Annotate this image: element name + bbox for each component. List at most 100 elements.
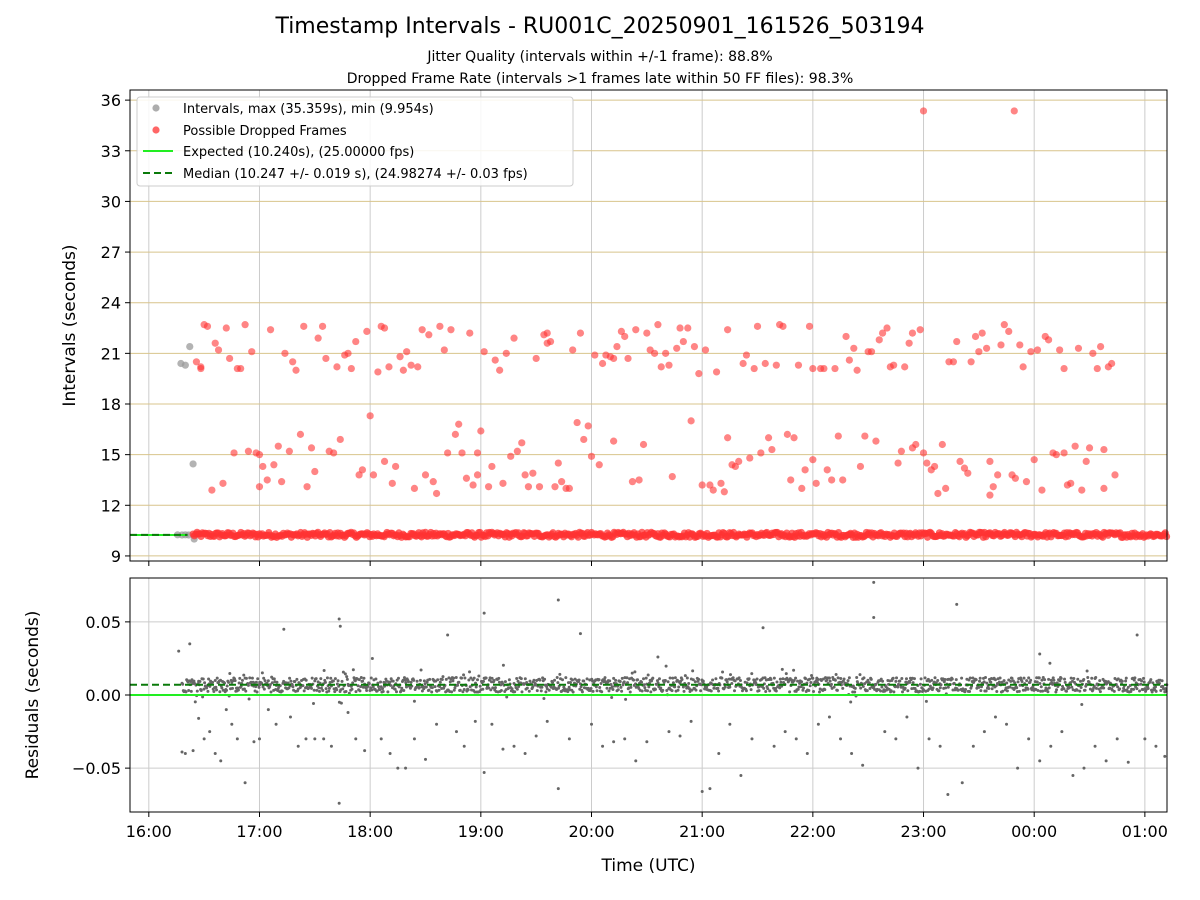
residual-point bbox=[671, 681, 675, 685]
dropped-frame-point bbox=[1019, 363, 1027, 371]
residual-point bbox=[519, 677, 523, 681]
dropped-frame-point bbox=[296, 430, 305, 438]
dropped-frame-point bbox=[894, 459, 902, 467]
residual-point bbox=[1102, 686, 1106, 690]
dropped-frame-point bbox=[761, 359, 769, 368]
residual-point bbox=[1047, 677, 1051, 681]
jitter-subtitle: Jitter Quality (intervals within +/-1 fr… bbox=[427, 49, 773, 65]
residual-point bbox=[1154, 744, 1158, 748]
dropped-frame-point bbox=[878, 329, 887, 337]
residual-point bbox=[571, 690, 575, 694]
residual-point bbox=[1051, 676, 1055, 680]
residual-point bbox=[437, 688, 441, 692]
residual-point bbox=[333, 690, 337, 694]
residual-point bbox=[268, 683, 272, 687]
residual-point bbox=[203, 681, 207, 685]
max-interval-point bbox=[1010, 107, 1018, 115]
dropped-frame-point bbox=[311, 467, 319, 476]
residual-point bbox=[412, 699, 416, 703]
dropped-frame-point bbox=[473, 471, 482, 479]
dropped-frame-point bbox=[281, 349, 289, 357]
dropped-frame-point bbox=[662, 349, 670, 357]
residual-point bbox=[579, 685, 583, 689]
residual-point bbox=[612, 676, 616, 680]
residual-point bbox=[501, 663, 505, 667]
residual-point bbox=[346, 711, 350, 715]
dropped-frame-point bbox=[746, 454, 754, 462]
dropped-frame-point bbox=[739, 359, 747, 368]
residual-point bbox=[1086, 676, 1090, 680]
residual-point bbox=[1067, 686, 1071, 690]
residual-point bbox=[653, 687, 657, 691]
residual-point bbox=[1129, 690, 1133, 694]
residual-point bbox=[391, 679, 395, 683]
dropped-frame-point bbox=[989, 483, 997, 491]
residual-point bbox=[248, 676, 252, 680]
residual-point bbox=[850, 752, 854, 755]
residual-point bbox=[896, 685, 900, 689]
residual-point bbox=[836, 676, 840, 680]
dropped-frame-point bbox=[524, 483, 533, 491]
residual-point bbox=[796, 679, 800, 683]
residual-point bbox=[916, 766, 920, 770]
legend: Intervals, max (35.359s), min (9.954s) Po… bbox=[136, 96, 574, 187]
dropped-frame-point bbox=[595, 461, 603, 469]
residual-point bbox=[329, 744, 333, 748]
residual-point bbox=[211, 680, 215, 684]
dropped-frame-point bbox=[203, 322, 212, 330]
residual-point bbox=[682, 689, 686, 693]
residual-point bbox=[955, 602, 959, 606]
residual-point bbox=[978, 676, 982, 680]
residual-point bbox=[339, 701, 343, 705]
residual-point bbox=[1098, 690, 1102, 694]
top-y-tick-label: 21 bbox=[101, 344, 121, 363]
residual-point bbox=[295, 677, 299, 681]
x-tick-label: 21:00 bbox=[679, 822, 725, 841]
dropped-frame-point bbox=[1093, 364, 1101, 373]
residual-point bbox=[629, 685, 633, 689]
dropped-frame-point bbox=[580, 435, 588, 444]
residual-point bbox=[503, 680, 507, 684]
dropped-frame-point bbox=[1033, 346, 1042, 354]
residual-point bbox=[944, 686, 948, 690]
residual-point bbox=[930, 678, 934, 682]
dropped-frame-point bbox=[565, 484, 573, 493]
residual-point bbox=[551, 681, 555, 685]
residual-point bbox=[810, 674, 814, 678]
residual-point bbox=[591, 689, 595, 693]
residual-point bbox=[694, 688, 698, 692]
dropped-frame-point bbox=[255, 483, 264, 491]
residual-point bbox=[1143, 737, 1147, 741]
residual-point bbox=[350, 687, 354, 691]
residual-point bbox=[938, 744, 942, 748]
residual-point bbox=[1065, 689, 1069, 693]
dropped-frame-point bbox=[753, 322, 762, 330]
top-y-axis-label: Intervals (seconds) bbox=[60, 244, 80, 406]
dropped-frame-point bbox=[558, 478, 566, 486]
residual-point bbox=[855, 675, 859, 679]
dropped-frame-point bbox=[499, 479, 507, 487]
residual-point bbox=[418, 678, 422, 682]
residual-point bbox=[610, 696, 614, 700]
residual-point bbox=[880, 685, 884, 689]
residual-point bbox=[314, 677, 318, 681]
residual-point bbox=[620, 676, 624, 680]
residual-point bbox=[812, 690, 816, 694]
dropped-frame-point bbox=[366, 412, 374, 420]
bottom-y-tick-label: 0.05 bbox=[85, 613, 121, 632]
residual-point bbox=[1151, 681, 1155, 685]
dropped-frame-point bbox=[418, 326, 426, 334]
residual-point bbox=[772, 744, 776, 748]
residual-point bbox=[578, 632, 582, 636]
residual-point bbox=[906, 689, 910, 693]
residual-point bbox=[312, 688, 316, 692]
residual-point bbox=[255, 690, 259, 694]
residual-point bbox=[1120, 679, 1124, 683]
residual-point bbox=[717, 752, 721, 755]
residual-point bbox=[444, 677, 448, 681]
dropped-frame-point bbox=[923, 459, 931, 467]
residual-point bbox=[598, 686, 602, 690]
residual-point bbox=[1085, 669, 1089, 673]
dropped-frame-point bbox=[901, 363, 909, 371]
residual-point bbox=[913, 686, 917, 690]
